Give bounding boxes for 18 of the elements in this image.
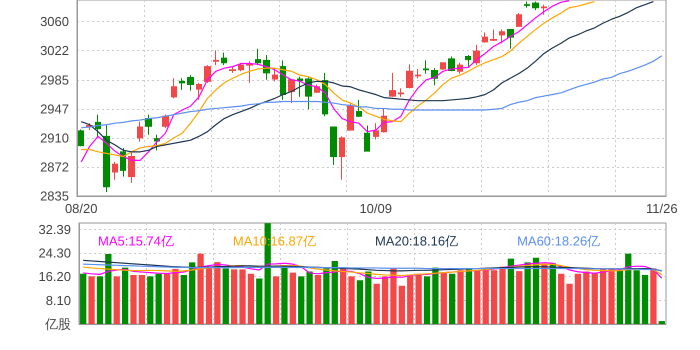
y-tick-label: 亿股 [44, 316, 71, 332]
x-tick-label: 08/20 [64, 201, 98, 216]
series-label: MA20:18.16亿 [374, 234, 458, 248]
y-tick-label: 24.30 [38, 246, 71, 261]
y-tick-label: 2985 [40, 72, 69, 88]
y-tick-label: 2947 [40, 101, 69, 116]
y-tick-label: 2835 [40, 188, 69, 204]
y-tick-label: 3022 [40, 43, 69, 58]
y-tick-label: 32.39 [38, 222, 71, 237]
series-label: MA60:18.26亿 [517, 234, 600, 248]
y-tick-label: 2872 [40, 159, 69, 174]
series-label: MA5:15.74亿 [98, 234, 174, 248]
y-tick-label: 8.10 [46, 292, 71, 308]
x-tick-label: 11/26 [646, 201, 678, 216]
y-tick-label: 2910 [40, 130, 69, 146]
y-tick-label: 3060 [40, 14, 69, 30]
x-tick-label: 10/09 [359, 201, 392, 216]
y-tick-label: 16.20 [38, 269, 71, 284]
